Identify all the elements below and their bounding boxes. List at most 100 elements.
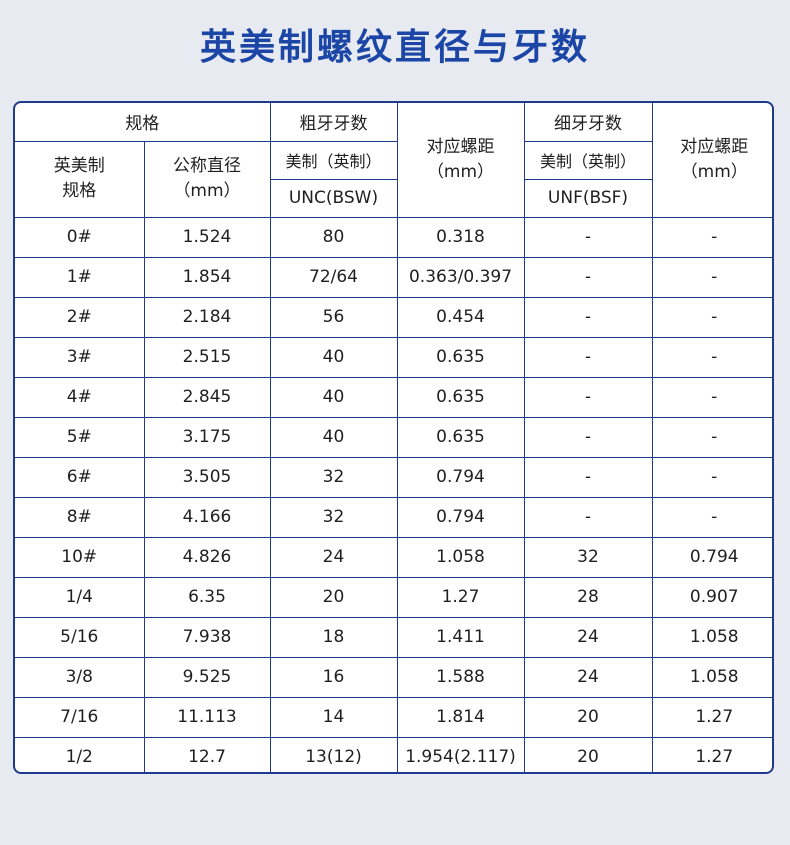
- cell-coarse-tpi: 16: [269, 656, 398, 698]
- cell-diameter: 3.505: [143, 456, 271, 498]
- cell-diameter: 6.35: [143, 576, 271, 618]
- cell-fine-tpi: 28: [523, 576, 653, 618]
- cell-fine-pitch: -: [651, 376, 772, 418]
- table-row: 0# 1.524 80 0.318- -: [15, 216, 772, 258]
- header-size: 英美制 规格: [15, 140, 145, 218]
- cell-diameter: 2.845: [143, 376, 271, 418]
- cell-coarse-tpi: 72/64: [269, 256, 398, 298]
- cell-diameter: 1.524: [143, 216, 271, 258]
- cell-size: 5/16: [15, 616, 145, 658]
- header-coarse-system: 美制（英制）: [269, 140, 398, 180]
- cell-fine-pitch: -: [651, 496, 772, 538]
- table-row: 5# 3.175 40 0.635- -: [15, 416, 772, 458]
- cell-coarse-tpi: 40: [269, 416, 398, 458]
- table-row: 1/4 6.35 20 1.27 28 0.907: [15, 576, 772, 618]
- cell-fine-tpi: 20: [523, 696, 653, 738]
- cell-coarse-pitch: 1.814: [396, 696, 525, 738]
- cell-coarse-pitch: 1.058: [396, 536, 525, 578]
- cell-fine-tpi: -: [523, 376, 653, 418]
- cell-fine-pitch: -: [651, 216, 772, 258]
- cell-coarse-pitch: 1.27: [396, 576, 525, 618]
- table-row: 5/16 7.938 18 1.411 24 1.058: [15, 616, 772, 658]
- table-row: 3/8 9.525 16 1.588 24 1.058: [15, 656, 772, 698]
- cell-diameter: 7.938: [143, 616, 271, 658]
- cell-fine-pitch: 1.058: [651, 656, 772, 698]
- cell-size: 1#: [15, 256, 145, 298]
- cell-fine-pitch: 1.27: [651, 696, 772, 738]
- table-body: 0# 1.524 80 0.318- -1# 1.854 72/64 0.363/0.397-…: [15, 216, 772, 772]
- cell-fine-pitch: -: [651, 296, 772, 338]
- cell-diameter: 11.113: [143, 696, 271, 738]
- cell-diameter: 1.854: [143, 256, 271, 298]
- cell-size: 3/8: [15, 656, 145, 698]
- cell-coarse-pitch: 0.635: [396, 336, 525, 378]
- cell-fine-tpi: -: [523, 416, 653, 458]
- cell-size: 7/16: [15, 696, 145, 738]
- header-pitch-coarse: 对应螺距 （mm）: [396, 103, 525, 218]
- cell-fine-tpi: -: [523, 216, 653, 258]
- table-row: 1# 1.854 72/64 0.363/0.397- -: [15, 256, 772, 298]
- thread-spec-table: 规格 粗牙牙数 对应螺距 （mm） 细牙牙数 对应螺距 （mm） 英美制 规格: [15, 103, 772, 772]
- cell-coarse-tpi: 24: [269, 536, 398, 578]
- cell-fine-pitch: -: [651, 336, 772, 378]
- cell-size: 0#: [15, 216, 145, 258]
- thread-table: 规格 粗牙牙数 对应螺距 （mm） 细牙牙数 对应螺距 （mm） 英美制 规格: [13, 101, 774, 774]
- header-pitch-fine: 对应螺距 （mm）: [651, 103, 772, 218]
- cell-diameter: 3.175: [143, 416, 271, 458]
- cell-fine-pitch: -: [651, 416, 772, 458]
- cell-fine-pitch: -: [651, 256, 772, 298]
- cell-size: 5#: [15, 416, 145, 458]
- cell-fine-pitch: 0.794: [651, 536, 772, 578]
- table-row: 4# 2.845 40 0.635- -: [15, 376, 772, 418]
- cell-fine-tpi: -: [523, 296, 653, 338]
- cell-fine-pitch: -: [651, 456, 772, 498]
- table-row: 10# 4.826 24 1.058 32 0.794: [15, 536, 772, 578]
- cell-diameter: 2.515: [143, 336, 271, 378]
- header-coarse: 粗牙牙数: [269, 103, 398, 142]
- header-fine-system: 美制（英制）: [523, 140, 652, 180]
- cell-fine-tpi: 32: [523, 536, 653, 578]
- cell-fine-tpi: -: [523, 256, 653, 298]
- cell-coarse-pitch: 0.635: [396, 376, 525, 418]
- cell-fine-pitch: 0.907: [651, 576, 772, 618]
- table-row: 8# 4.166 32 0.794- -: [15, 496, 772, 538]
- cell-coarse-pitch: 1.588: [396, 656, 525, 698]
- cell-fine-tpi: -: [523, 456, 653, 498]
- cell-coarse-tpi: 14: [269, 696, 398, 738]
- cell-size: 1/2: [15, 736, 145, 772]
- header-size-line2: 规格: [62, 181, 97, 201]
- cell-coarse-tpi: 56: [269, 296, 398, 338]
- cell-size: 6#: [15, 456, 145, 498]
- cell-coarse-tpi: 18: [269, 616, 398, 658]
- cell-size: 1/4: [15, 576, 145, 618]
- table-row: 2# 2.184 56 0.454- -: [15, 296, 772, 338]
- header-diameter-line2: （mm）: [173, 181, 241, 201]
- table-row: 1/2 12.7 13(12) 1.954(2.117) 20 1.27: [15, 736, 772, 772]
- header-diameter: 公称直径 （mm）: [143, 140, 271, 218]
- cell-coarse-pitch: 1.954(2.117): [396, 736, 525, 772]
- cell-diameter: 9.525: [143, 656, 271, 698]
- cell-coarse-pitch: 0.794: [396, 456, 525, 498]
- header-fine: 细牙牙数: [523, 103, 653, 142]
- cell-coarse-tpi: 40: [269, 336, 398, 378]
- cell-diameter: 2.184: [143, 296, 271, 338]
- cell-fine-tpi: 24: [523, 616, 653, 658]
- cell-fine-pitch: 1.058: [651, 616, 772, 658]
- table-row: 3# 2.515 40 0.635- -: [15, 336, 772, 378]
- cell-size: 8#: [15, 496, 145, 538]
- cell-coarse-tpi: 32: [269, 456, 398, 498]
- cell-coarse-tpi: 40: [269, 376, 398, 418]
- cell-coarse-pitch: 0.794: [396, 496, 525, 538]
- header-pitch-coarse-line2: （mm）: [426, 161, 495, 182]
- cell-coarse-pitch: 0.318: [396, 216, 525, 258]
- cell-coarse-tpi: 13(12): [269, 736, 398, 772]
- header-coarse-std: UNC(BSW): [270, 178, 398, 218]
- header-pitch-fine-line2: （mm）: [680, 161, 748, 182]
- page-title: 英美制螺纹直径与牙数: [199, 27, 590, 68]
- cell-diameter: 12.7: [143, 736, 271, 772]
- cell-fine-tpi: -: [523, 336, 653, 378]
- cell-size: 2#: [15, 296, 145, 338]
- cell-size: 10#: [15, 536, 145, 578]
- header-pitch-coarse-line1: 对应螺距: [426, 137, 495, 158]
- cell-coarse-pitch: 1.411: [396, 616, 525, 658]
